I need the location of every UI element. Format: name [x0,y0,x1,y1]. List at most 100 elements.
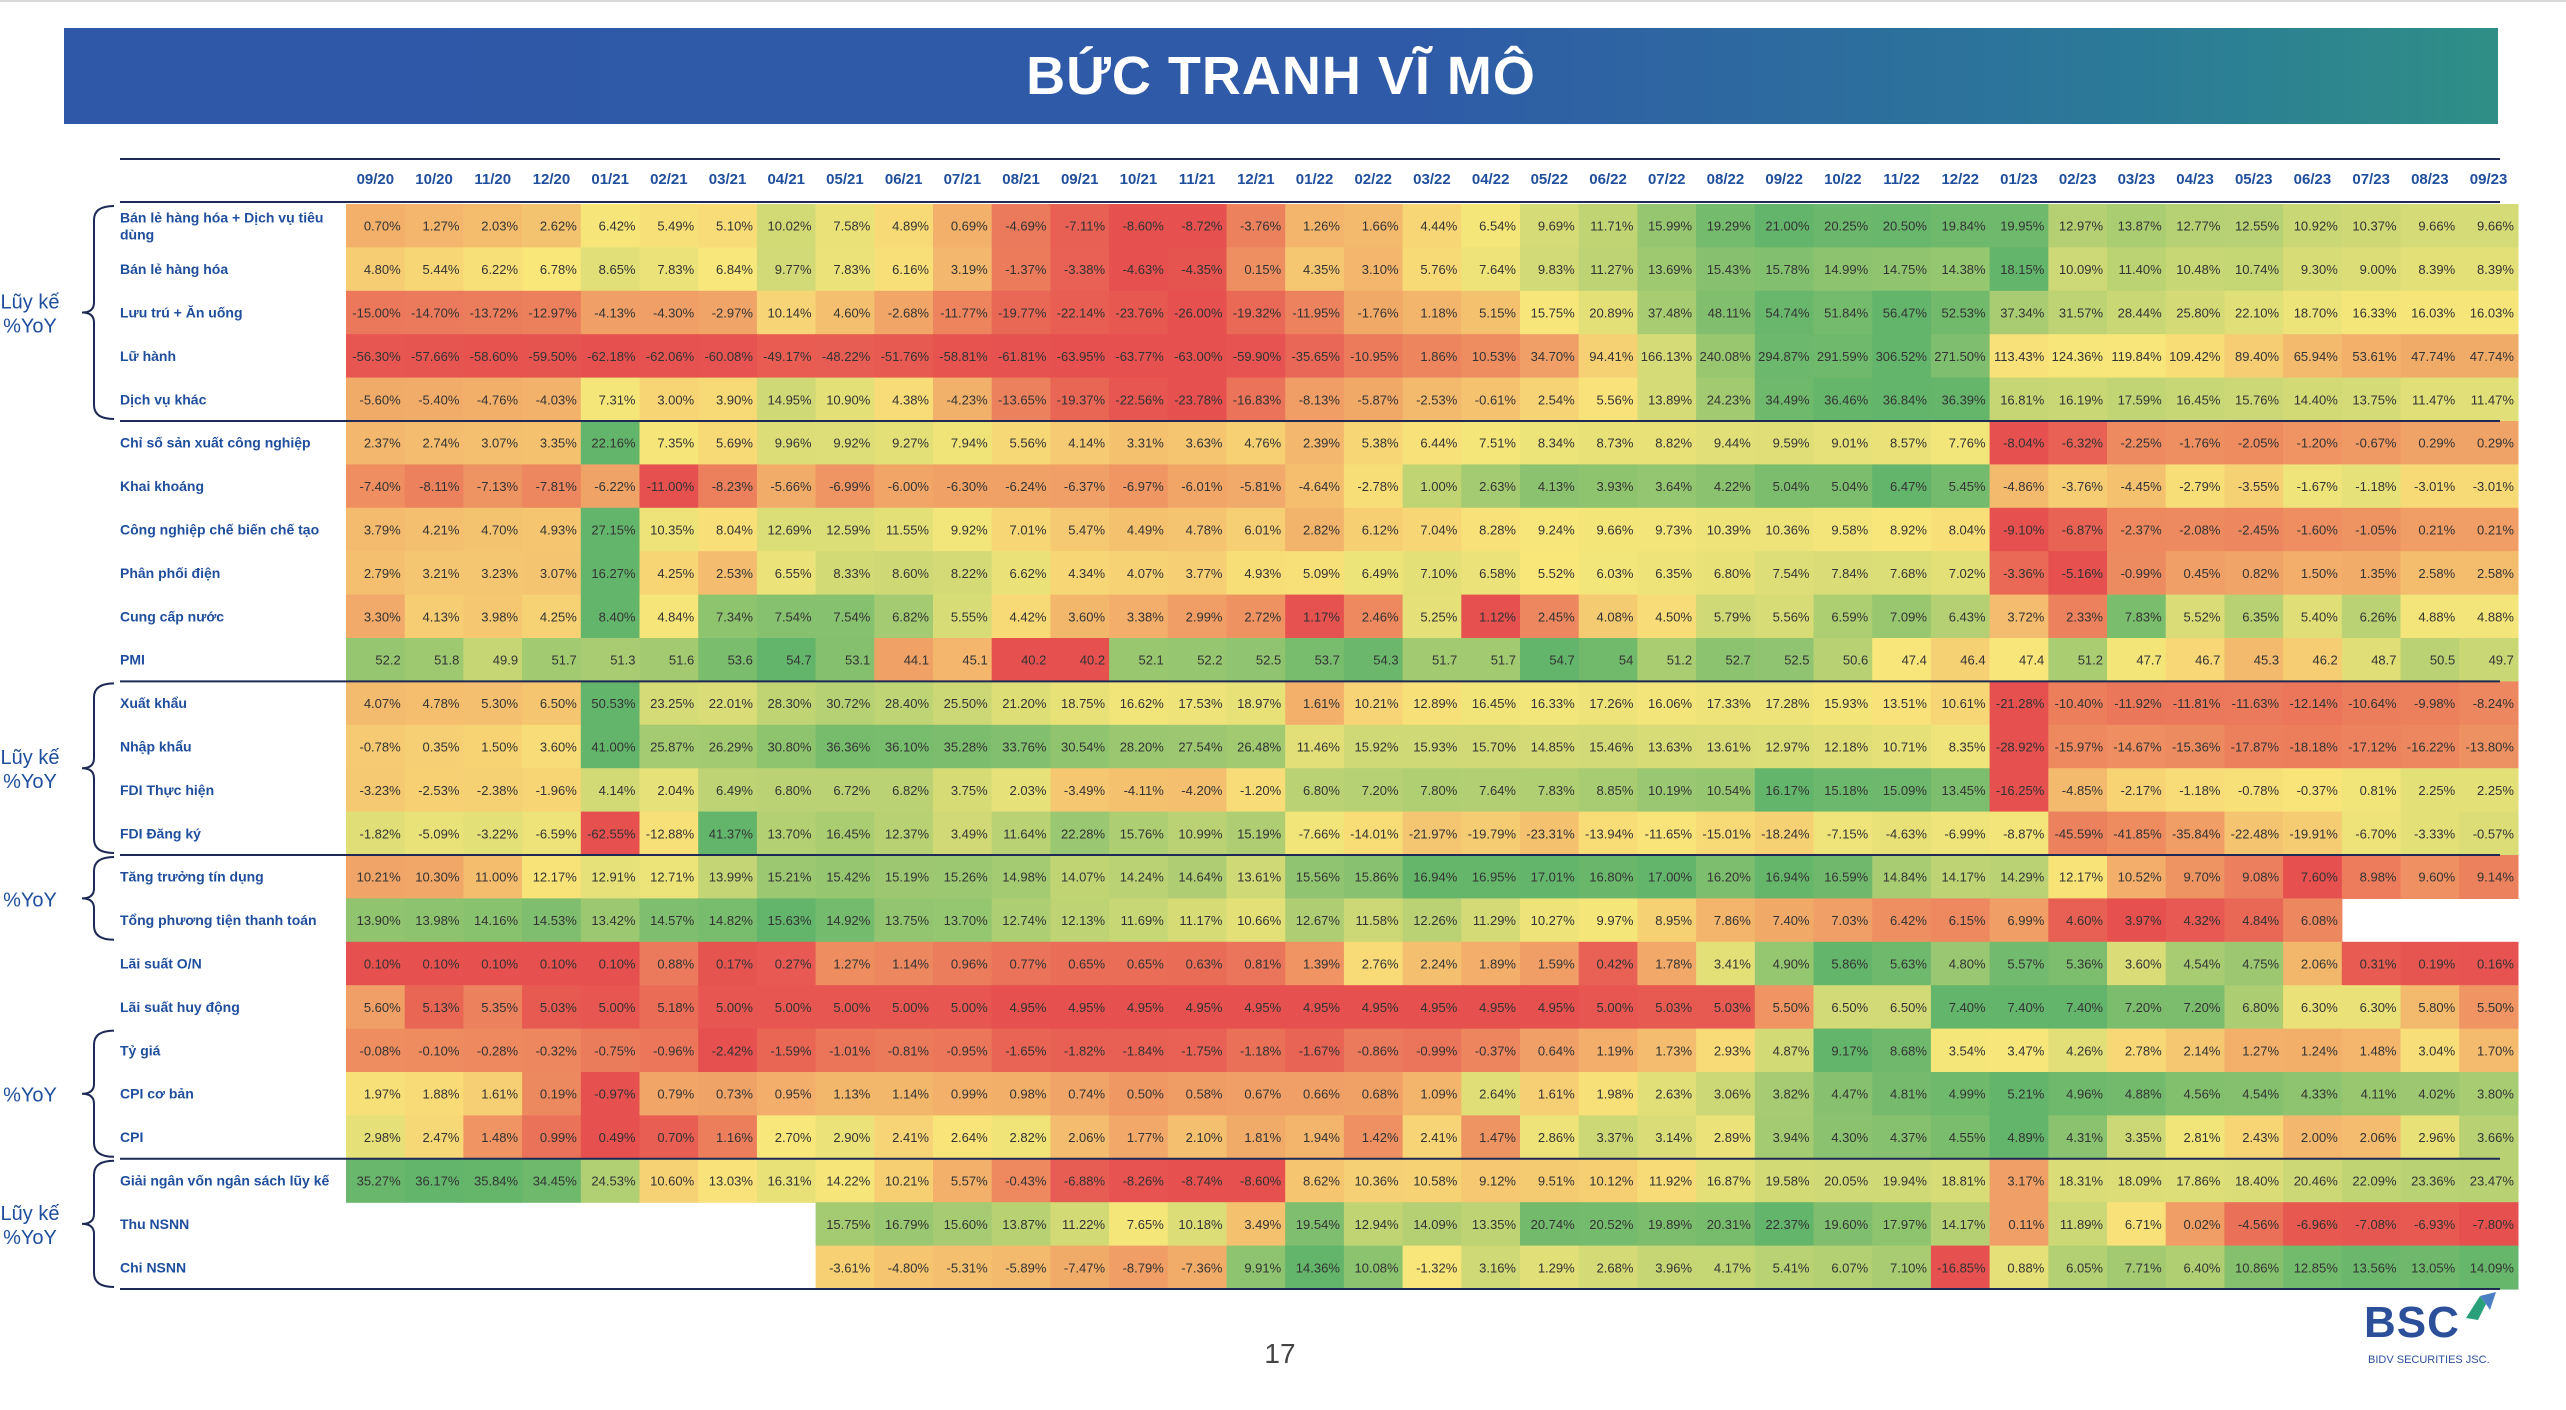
title-banner: BỨC TRANH VĨ MÔ [64,28,2498,124]
heatmap-cell [1520,811,1580,856]
cell-value: 17.28% [1765,696,1810,711]
heatmap-cell [1930,681,1991,726]
cell-value: 5.03% [1714,1000,1751,1015]
cell-value: 4.47% [1831,1087,1868,1102]
heatmap-cell [991,594,1051,639]
heatmap-cell [991,638,1051,682]
cell-value: 4.11% [2361,1087,2397,1102]
cell-value: -6.22% [594,479,636,494]
cell-value: 27.54% [1178,740,1223,755]
cell-value: 51.3 [610,653,635,668]
cell-value: 12.69% [768,523,813,538]
cell-value: 2.06% [2360,1130,2397,1145]
cell-value: 4.95% [1479,1000,1516,1015]
cell-value: -2.97% [712,306,754,321]
heatmap-cell [815,204,875,248]
heatmap-cell [2400,1202,2460,1247]
cell-value: 4.88% [2125,1087,2162,1102]
cell-value: 0.82% [2242,566,2279,581]
cell-value: -0.96% [653,1043,695,1058]
heatmap-cell [1696,1158,1756,1203]
heatmap-cell [1696,464,1756,509]
heatmap-cell [1520,377,1580,422]
heatmap-cell [2048,681,2108,726]
cell-value: 13.90% [357,913,402,928]
heatmap-cell [1520,638,1580,682]
cell-value: 8.57% [1890,436,1927,451]
heatmap-cell [933,724,993,769]
cell-value: 9.70% [2184,870,2221,885]
cell-value: -62.18% [587,349,636,364]
heatmap-cell [404,985,464,1030]
heatmap-cell [815,594,875,639]
heatmap-cell [639,594,699,639]
cell-value: 8.04% [716,523,753,538]
heatmap-cell [1402,290,1462,335]
cell-value: 0.42% [1597,957,1634,972]
cell-value: 9.92% [833,436,870,451]
heatmap-cell [2341,638,2402,682]
cell-value: 12.91% [591,870,636,885]
heatmap-cell [1872,898,1932,943]
cell-value: 6.16% [892,262,929,277]
heatmap-cell [2283,638,2343,682]
cell-value: 10.58% [1413,1174,1458,1189]
cell-value: -0.81% [888,1043,930,1058]
heatmap-cell [815,247,875,292]
cell-value: 4.38% [892,392,929,407]
heatmap-cell [2224,1245,2284,1290]
heatmap-cell [522,898,582,943]
heatmap-cell [639,855,699,899]
group-label: Lũy kế %YoY [1,747,60,793]
heatmap-cell [933,594,993,639]
cell-value: -19.37% [1057,392,1106,407]
heatmap-cell [463,551,523,596]
cell-value: 89.40% [2235,349,2280,364]
cell-value: 4.80% [1949,957,1986,972]
cell-value: -4.63% [1123,262,1165,277]
heatmap-cell [1109,1202,1169,1247]
cell-value: 11.64% [1003,826,1047,841]
cell-value: 5.80% [2418,1000,2455,1015]
cell-value: -48.22% [822,349,871,364]
cell-value: 48.11% [1708,306,1752,321]
heatmap-cell [1167,290,1228,335]
heatmap-cell [933,464,993,509]
cell-value: -1.59% [770,1043,812,1058]
heatmap-cell [2283,1158,2343,1203]
heatmap-cell [1109,985,1169,1030]
heatmap-cell [1343,1115,1404,1160]
cell-value: 30.54% [1061,740,1106,755]
heatmap-cell [1402,204,1462,248]
cell-value: 13.89% [1648,392,1693,407]
heatmap-cell [1109,898,1169,943]
cell-value: 18.09% [2118,1174,2163,1189]
cell-value: -62.55% [587,826,636,841]
row-label: FDI Thực hiện [120,782,214,798]
cell-value: -8.24% [2473,696,2515,711]
cell-value: 1.50% [481,740,518,755]
cell-value: -11.65% [1645,826,1693,841]
cell-value: 35.27% [357,1174,402,1189]
cell-value: 1.35% [2360,566,2397,581]
cell-value: 1.09% [1420,1087,1457,1102]
heatmap-cell [2107,507,2167,552]
heatmap-cell [639,334,699,379]
heatmap-cell [2165,507,2225,552]
heatmap-cell [2400,1158,2460,1203]
heatmap-cell [2224,594,2284,639]
cell-value: 51.6 [669,653,694,668]
cell-value: 3.72% [2007,609,2044,624]
heatmap-cell [874,1115,934,1160]
cell-value: 3.75% [951,783,988,798]
macro-heatmap: 09/20 10/20 11/20 12/20 01/21 02/21 03/21 04/21… [1,171,2519,1290]
cell-value: -10.64% [2348,696,2397,711]
cell-value: 7.20% [1362,783,1399,798]
cell-value: 22.10% [2235,306,2280,321]
cell-value: -8.87% [2003,826,2045,841]
cell-value: 44.1 [904,653,929,668]
cell-value: 9.30% [2301,262,2338,277]
cell-value: 14.92% [826,913,871,928]
cell-value: 15.78% [1765,262,1810,277]
heatmap-cell [698,681,758,726]
